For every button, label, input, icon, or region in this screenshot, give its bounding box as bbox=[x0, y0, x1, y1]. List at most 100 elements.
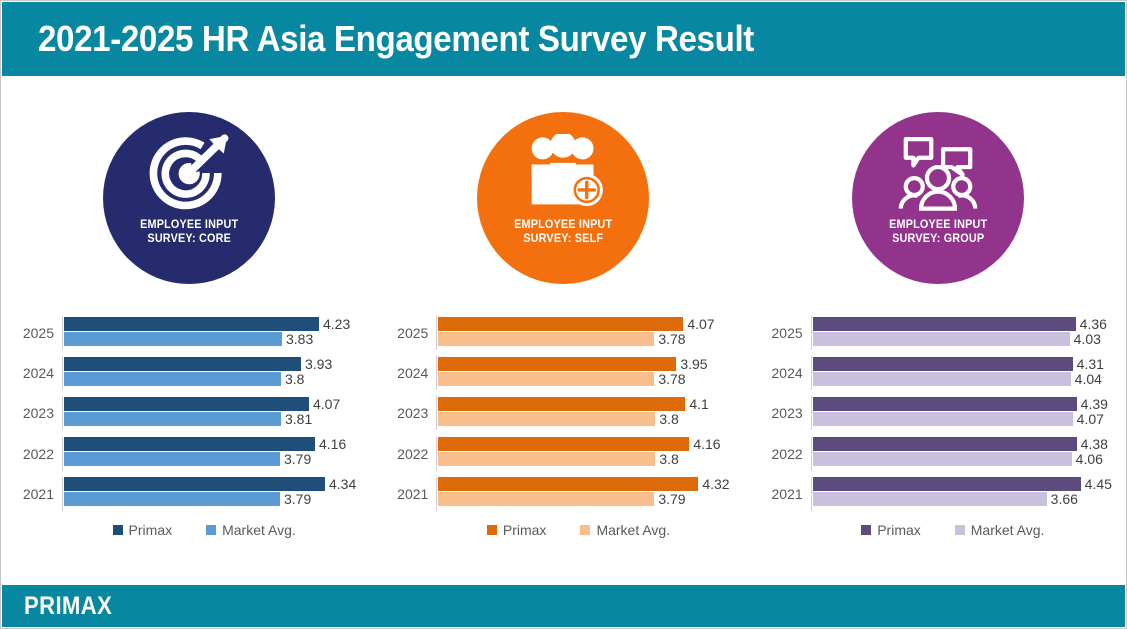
legend-label: Market Avg. bbox=[596, 522, 671, 538]
bar-primax[interactable] bbox=[812, 316, 1076, 331]
category-group: 2021 4.45 3.66 bbox=[751, 476, 1117, 511]
plot-area: 2025 4.07 3.78 2024 3.95 3.78 2023 4.1 3.8 2022 4.… bbox=[376, 309, 742, 514]
bar-market-avg[interactable] bbox=[438, 371, 655, 386]
bar-row: 3.79 bbox=[438, 491, 742, 508]
bar-market-avg[interactable] bbox=[812, 371, 1071, 386]
badge-label-line1: EMPLOYEE INPUT bbox=[888, 219, 987, 231]
bar-market-avg[interactable] bbox=[438, 411, 656, 426]
badge-wrapper: EMPLOYEE INPUT SURVEY: GROUP bbox=[751, 112, 1125, 284]
bar-value-label: 4.36 bbox=[1079, 315, 1107, 332]
bar-row: 4.03 bbox=[812, 331, 1117, 347]
bar-value-label: 4.23 bbox=[323, 315, 351, 332]
bar-market-avg[interactable] bbox=[64, 492, 280, 507]
y-axis-label: 2024 bbox=[771, 365, 803, 382]
bar-value-label: 4.16 bbox=[693, 436, 721, 453]
bar-market-avg[interactable] bbox=[812, 452, 1072, 467]
bar-market-avg[interactable] bbox=[438, 452, 656, 467]
bar-value-label: 4.07 bbox=[687, 315, 715, 332]
bar-group: 4.32 3.79 bbox=[436, 476, 742, 511]
bar-market-avg[interactable] bbox=[438, 331, 655, 346]
legend-swatch-icon bbox=[954, 525, 965, 535]
bar-market-avg[interactable] bbox=[64, 452, 280, 467]
footer-bar: PRIMAX bbox=[2, 585, 1125, 627]
bar-row: 3.78 bbox=[438, 331, 742, 347]
bar-row: 4.16 bbox=[438, 436, 742, 453]
bar-primax[interactable] bbox=[438, 477, 699, 492]
bar-market-avg[interactable] bbox=[64, 331, 282, 346]
bar-value-label: 3.8 bbox=[659, 451, 679, 468]
bar-primax[interactable] bbox=[438, 316, 684, 331]
badge-label-line2: SURVEY: CORE bbox=[147, 233, 231, 245]
bar-group: 4.36 4.03 bbox=[810, 315, 1117, 351]
y-axis-label: 2023 bbox=[397, 405, 429, 422]
legend-label: Market Avg. bbox=[970, 522, 1045, 538]
bar-value-label: 3.79 bbox=[284, 491, 312, 508]
panel-2: EMPLOYEE INPUT SURVEY: SELF 2025 4.07 3.78 20… bbox=[376, 77, 750, 582]
bar-primax[interactable] bbox=[812, 477, 1081, 492]
bar-primax[interactable] bbox=[812, 437, 1077, 452]
bar-primax[interactable] bbox=[64, 396, 309, 411]
bar-market-avg[interactable] bbox=[812, 331, 1070, 346]
bar-primax[interactable] bbox=[812, 396, 1077, 411]
bar-row: 4.16 bbox=[64, 436, 368, 453]
bar-group: 4.31 4.04 bbox=[810, 356, 1117, 391]
y-axis-label: 2025 bbox=[397, 325, 429, 342]
category-group: 2024 3.95 3.78 bbox=[376, 355, 742, 391]
bar-value-label: 4.16 bbox=[319, 436, 347, 453]
category-group: 2022 4.16 3.79 bbox=[2, 436, 368, 471]
category-group: 2024 3.93 3.8 bbox=[2, 356, 368, 391]
bar-chart: 2025 4.07 3.78 2024 3.95 3.78 2023 4.1 3.8 2022 4.… bbox=[376, 309, 750, 547]
bar-market-avg[interactable] bbox=[438, 492, 655, 507]
bar-row: 3.8 bbox=[64, 371, 368, 387]
legend-item[interactable]: Market Avg. bbox=[580, 522, 670, 538]
bar-row: 4.32 bbox=[438, 476, 742, 492]
bar-group: 4.1 3.8 bbox=[436, 396, 742, 431]
panel-3: EMPLOYEE INPUT SURVEY: GROUP 2025 4.36 4.03 2… bbox=[751, 77, 1125, 582]
legend-item[interactable]: Primax bbox=[112, 522, 172, 538]
bar-row: 3.79 bbox=[64, 491, 368, 508]
bar-value-label: 4.34 bbox=[329, 476, 357, 493]
chart-legend: Primax Market Avg. bbox=[376, 522, 750, 538]
legend-label: Primax bbox=[877, 522, 921, 538]
bar-value-label: 4.45 bbox=[1084, 476, 1112, 493]
legend-swatch-icon bbox=[580, 525, 591, 535]
bar-primax[interactable] bbox=[64, 356, 301, 371]
legend-item[interactable]: Primax bbox=[486, 522, 546, 538]
bar-value-label: 3.95 bbox=[680, 355, 708, 372]
legend-item[interactable]: Market Avg. bbox=[954, 522, 1045, 538]
legend-swatch-icon bbox=[112, 525, 123, 535]
y-axis-label: 2022 bbox=[397, 445, 429, 462]
bar-row: 3.81 bbox=[64, 411, 368, 427]
bar-primax[interactable] bbox=[64, 437, 315, 452]
category-group: 2025 4.07 3.78 bbox=[376, 315, 742, 351]
bar-group: 4.39 4.07 bbox=[810, 396, 1117, 431]
bar-row: 4.07 bbox=[812, 411, 1117, 427]
bar-value-label: 4.04 bbox=[1074, 370, 1102, 387]
category-group: 2025 4.36 4.03 bbox=[751, 315, 1117, 351]
page-title: 2021-2025 HR Asia Engagement Survey Resu… bbox=[38, 18, 754, 59]
bar-primax[interactable] bbox=[438, 356, 677, 371]
bar-row: 4.34 bbox=[64, 476, 368, 493]
y-axis-label: 2023 bbox=[22, 405, 54, 422]
bar-value-label: 3.66 bbox=[1050, 491, 1078, 508]
bar-primax[interactable] bbox=[64, 477, 325, 492]
badge-wrapper: EMPLOYEE INPUT SURVEY: SELF bbox=[376, 112, 750, 284]
bar-market-avg[interactable] bbox=[64, 411, 281, 426]
plot-area: 2025 4.23 3.83 2024 3.93 3.8 2023 4.07 3.81 2022 4… bbox=[2, 309, 368, 514]
legend-item[interactable]: Primax bbox=[861, 522, 921, 538]
bar-value-label: 3.79 bbox=[658, 491, 686, 508]
legend-item[interactable]: Market Avg. bbox=[206, 522, 296, 538]
bar-primax[interactable] bbox=[812, 356, 1073, 371]
bar-market-avg[interactable] bbox=[812, 492, 1047, 507]
legend-label: Market Avg. bbox=[222, 522, 296, 538]
bar-row: 3.78 bbox=[438, 371, 742, 387]
bar-primax[interactable] bbox=[438, 437, 690, 452]
bar-market-avg[interactable] bbox=[812, 411, 1073, 426]
bar-market-avg[interactable] bbox=[64, 371, 281, 386]
bar-row: 3.8 bbox=[438, 451, 742, 468]
survey-badge: EMPLOYEE INPUT SURVEY: SELF bbox=[477, 112, 650, 284]
y-axis-label: 2021 bbox=[397, 485, 429, 502]
bar-primax[interactable] bbox=[64, 316, 319, 331]
bar-primax[interactable] bbox=[438, 396, 686, 411]
